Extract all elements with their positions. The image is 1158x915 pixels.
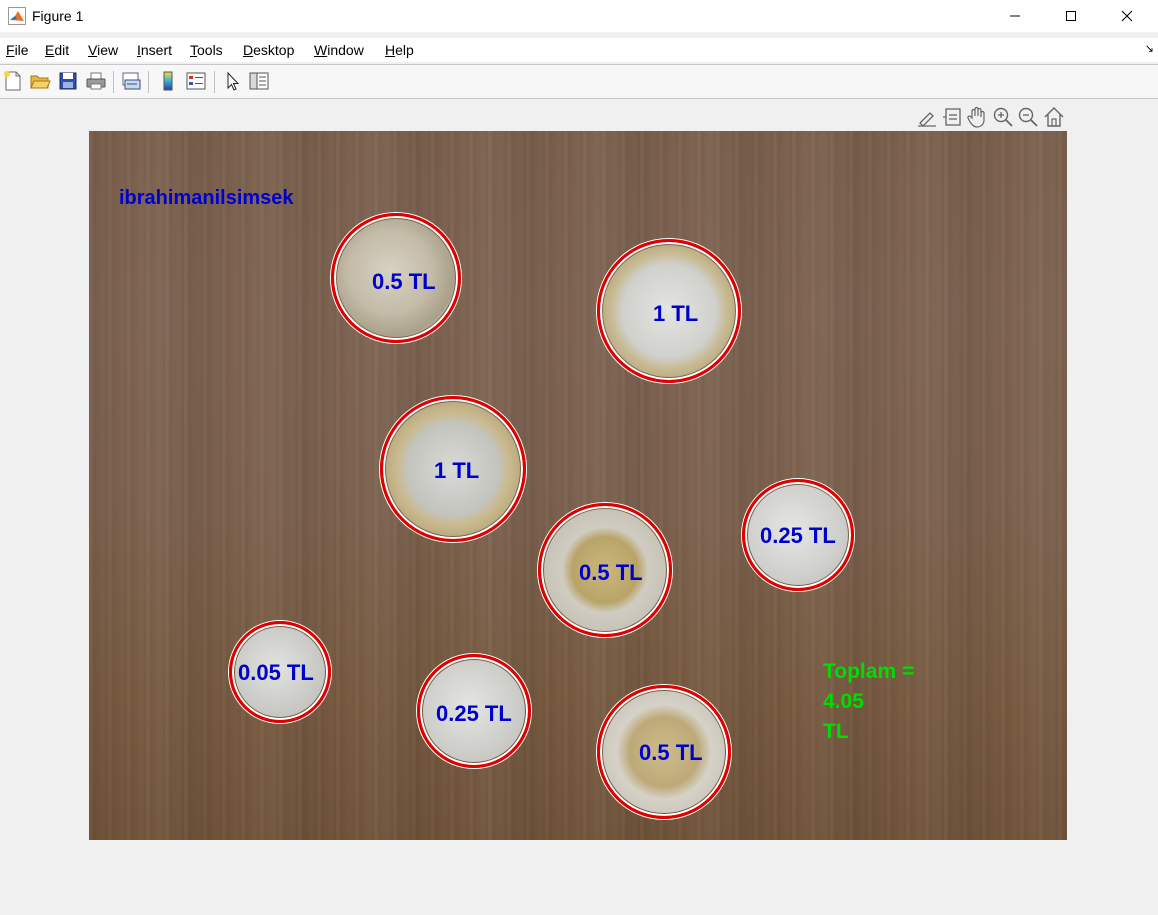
menu-view-accel: V <box>88 42 98 58</box>
menu-tools[interactable]: Tools <box>190 42 223 58</box>
toolbar-separator <box>148 71 149 93</box>
coin-value-label: 1 TL <box>434 458 480 483</box>
coin-detection-ring <box>229 621 331 723</box>
menu-desktop[interactable]: Desktop <box>243 42 294 58</box>
menu-file-label: ile <box>14 42 29 58</box>
minimize-button[interactable] <box>992 0 1038 32</box>
pan-hand-icon[interactable] <box>966 105 988 129</box>
menu-help-accel: H <box>385 42 396 58</box>
coin-value-label: 0.25 TL <box>760 523 836 548</box>
menu-insert-label: nsert <box>140 42 173 58</box>
menu-desktop-accel: D <box>243 42 254 58</box>
menu-help[interactable]: Help <box>385 42 414 58</box>
author-label: ibrahimanilsimsek <box>119 187 294 209</box>
print-icon[interactable] <box>85 70 107 92</box>
total-label: Toplam = 4.05 TL <box>823 657 914 747</box>
coin-detection-ring <box>742 479 854 591</box>
menu-edit-accel: E <box>45 42 55 58</box>
close-button[interactable] <box>1104 0 1150 32</box>
coin-value-label: 0.05 TL <box>238 660 314 685</box>
menu-insert[interactable]: Insert <box>137 42 172 58</box>
close-icon <box>1121 10 1133 22</box>
dock-arrow-icon[interactable]: ↘ <box>1144 43 1154 55</box>
minimize-icon <box>1010 15 1020 17</box>
maximize-button[interactable] <box>1048 0 1094 32</box>
new-figure-icon[interactable] <box>2 70 24 92</box>
property-inspector-icon[interactable] <box>248 70 270 92</box>
coin-detection-ring <box>538 503 672 637</box>
menu-tools-accel: T <box>190 42 197 58</box>
menu-insert-accel: I <box>137 42 141 58</box>
matlab-icon <box>8 7 26 25</box>
menu-edit-label: dit <box>54 42 70 58</box>
coin-value-label: 0.5 TL <box>639 740 703 765</box>
toolbar-separator <box>113 71 114 93</box>
insert-colorbar-icon[interactable] <box>157 70 179 92</box>
menu-bar: File Edit View Insert Tools Desktop Wind… <box>0 38 1158 62</box>
open-file-icon[interactable] <box>29 70 51 92</box>
menu-file-accel: F <box>6 42 15 58</box>
edit-plot-icon[interactable] <box>222 70 244 92</box>
coin-detection-ring <box>331 213 461 343</box>
restore-view-icon[interactable] <box>1043 105 1065 129</box>
menu-help-label: elp <box>395 42 414 58</box>
coin-value-label: 0.5 TL <box>579 560 643 585</box>
coin-value-label: 1 TL <box>653 301 699 326</box>
menu-edit[interactable]: Edit <box>45 42 69 58</box>
save-icon[interactable] <box>57 70 79 92</box>
maximize-icon <box>1066 11 1076 21</box>
menu-view-label: iew <box>97 42 119 58</box>
data-tips-icon[interactable] <box>942 105 964 129</box>
coin-detection-ring <box>597 239 741 383</box>
brush-icon[interactable] <box>916 105 938 129</box>
total-title: Toplam = <box>823 660 915 683</box>
menu-window-accel: W <box>314 42 328 58</box>
insert-legend-icon[interactable] <box>185 70 207 92</box>
total-value: 4.05 <box>823 690 864 713</box>
window-title: Figure 1 <box>32 8 84 24</box>
link-plot-icon[interactable] <box>120 70 142 92</box>
menu-tools-label: ools <box>197 42 223 58</box>
menu-file[interactable]: File <box>6 42 29 58</box>
coin-detection-ring <box>597 685 731 819</box>
toolbar-separator <box>214 71 215 93</box>
coin-image: ibrahimanilsimsek 0.5 TL 1 TL 1 TL 0.25 … <box>89 131 1067 840</box>
title-bar: Figure 1 <box>0 0 1158 32</box>
menu-window-label: indow <box>327 42 364 58</box>
zoom-out-icon[interactable] <box>1017 105 1039 129</box>
figure-toolbar <box>0 64 1158 99</box>
coin-value-label: 0.25 TL <box>436 701 512 726</box>
menu-window[interactable]: Window <box>314 42 364 58</box>
coin-value-label: 0.5 TL <box>372 269 436 294</box>
total-unit: TL <box>823 720 849 743</box>
zoom-in-icon[interactable] <box>992 105 1014 129</box>
coin-detection-ring <box>380 396 526 542</box>
menu-desktop-label: esktop <box>253 42 295 58</box>
coin-detection-ring <box>417 654 531 768</box>
menu-view[interactable]: View <box>88 42 118 58</box>
